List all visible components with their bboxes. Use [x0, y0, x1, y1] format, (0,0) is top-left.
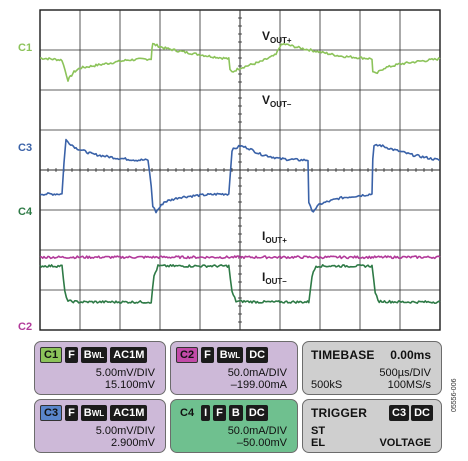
panel-c3[interactable]: C3 F BWL AC1M 5.00mV/DIV 2.900mV	[34, 399, 166, 453]
c1-coupling-tag: AC1M	[110, 347, 148, 363]
c3-coupling-tag: AC1M	[110, 405, 148, 421]
timebase-sample-row: 500kS 100MS/s	[311, 379, 431, 391]
c4-invert-tag: I	[201, 405, 211, 421]
panel-timebase[interactable]: TIMEBASE 0.00ms 500µs/DIV 500kS 100MS/s	[302, 341, 442, 395]
marker-c1: C1	[18, 42, 32, 54]
graticule-grid	[40, 10, 440, 330]
c4-bandwidth-tag: B	[228, 405, 243, 421]
label-iout-plus: IOUT+	[262, 229, 287, 245]
trace-iout-minus	[39, 263, 441, 305]
trigger-line3: EL VOLTAGE	[311, 437, 431, 449]
trigger-title: TRIGGER	[311, 406, 368, 420]
c4-filter-tag: F	[213, 405, 226, 421]
c3-filter-tag: F	[65, 405, 78, 421]
c2-bandwidth-tag: BWL	[216, 347, 244, 363]
timebase-title: TIMEBASE	[311, 348, 375, 362]
marker-c4: C4	[18, 206, 33, 218]
c2-coupling-tag: DC	[246, 347, 269, 363]
trace-vout-minusplus	[40, 42, 441, 82]
c4-offset: –50.00mV	[236, 437, 287, 449]
c1-filter-tag: F	[65, 347, 78, 363]
traces	[39, 42, 441, 305]
timebase-samples: 500kS	[311, 379, 343, 391]
c3-offset: 2.900mV	[110, 437, 155, 449]
panel-c4[interactable]: C4 I F B DC 50.0mA/DIV –50.00mV	[170, 399, 298, 453]
c4-channel-tag: C4	[180, 407, 195, 419]
c1-offset: 15.100mV	[104, 379, 155, 391]
panel-c2[interactable]: C2 F BWL DC 50.0mA/DIV –199.00mA	[170, 341, 298, 395]
trigger-line3-left: EL	[311, 437, 326, 449]
timebase-per-div: 500µs/DIV	[379, 367, 431, 379]
trigger-line2: ST	[311, 425, 326, 437]
trace-iout-minusplus	[39, 255, 441, 260]
label-vout-minus: VOUT–	[262, 93, 292, 109]
panel-c1[interactable]: C1 F BWL AC1M 5.00mV/DIV 15.100mV	[34, 341, 166, 395]
c2-channel-tag: C2	[176, 347, 199, 363]
timebase-rate: 100MS/s	[387, 379, 431, 391]
c1-channel-tag: C1	[40, 347, 63, 363]
trace-vout-minus	[39, 138, 441, 214]
oscilloscope-display: C1 C3 C4 C2 VOUT+ VOUT– IOUT+ IOUT–	[18, 9, 441, 333]
c2-offset: –199.00mA	[230, 379, 287, 391]
marker-c2: C2	[18, 321, 32, 333]
timebase-delay: 0.00ms	[390, 348, 431, 362]
panel-trigger[interactable]: TRIGGER C3 DC ST EL VOLTAGE	[302, 399, 442, 453]
trigger-coupling-tag: DC	[411, 405, 433, 421]
c1-bandwidth-tag: BWL	[80, 347, 108, 363]
c4-coupling-tag: DC	[245, 405, 268, 421]
figure-id: 05556-006	[451, 378, 458, 412]
trigger-channel-tag: C3	[389, 405, 410, 421]
c1-scale: 5.00mV/DIV	[95, 367, 155, 379]
trigger-line3-right: VOLTAGE	[379, 437, 431, 449]
c2-scale: 50.0mA/DIV	[227, 367, 287, 379]
c3-channel-tag: C3	[40, 405, 63, 421]
c3-scale: 5.00mV/DIV	[95, 425, 155, 437]
c3-bandwidth-tag: BWL	[80, 405, 108, 421]
c2-filter-tag: F	[201, 347, 214, 363]
marker-c3: C3	[18, 142, 32, 154]
c4-scale: 50.0mA/DIV	[227, 425, 287, 437]
label-vout-plus: VOUT+	[262, 29, 292, 45]
label-iout-minus: IOUT–	[262, 270, 287, 286]
